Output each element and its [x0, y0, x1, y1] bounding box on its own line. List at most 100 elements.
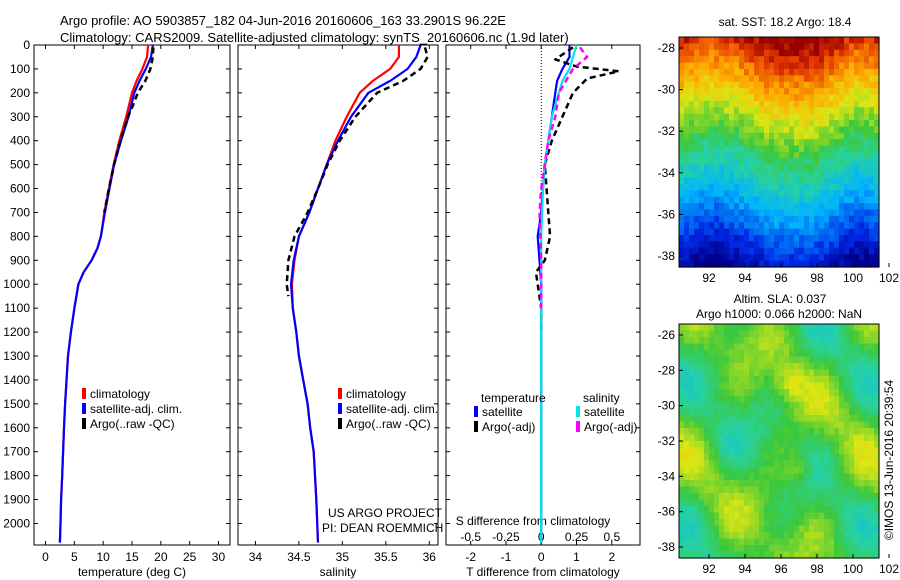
sla-map-title: Altim. SLA: 0.037	[734, 292, 827, 306]
sst-lon-label: 96	[774, 271, 788, 285]
y-tick-label: 600	[10, 182, 30, 196]
sla-lon-label: 96	[774, 562, 788, 576]
y-tick-label: 800	[10, 229, 30, 243]
sst-lat-label: -28	[658, 41, 676, 55]
sst-map-frame	[678, 36, 880, 268]
legend-swatch	[82, 388, 86, 399]
legend-swatch	[474, 406, 478, 417]
y-tick-label: 300	[10, 110, 30, 124]
legend-label: climatology	[346, 387, 406, 401]
series-line-satellite-adj-clim-	[289, 44, 422, 543]
sla-lat-label: -32	[658, 434, 676, 448]
legend-swatch	[576, 406, 580, 417]
legend-swatch	[338, 388, 342, 399]
x-tick-label: 35.5	[374, 550, 398, 564]
series-line-salinity-argo-adj-	[538, 46, 589, 309]
series-line-climatology	[58, 44, 150, 543]
y-tick-label: 900	[10, 253, 30, 267]
plot-frame-difference	[445, 44, 641, 546]
sst-lon-label: 94	[738, 271, 752, 285]
series-line-argo-raw-qc-	[103, 47, 155, 213]
x-tick-label: 30	[212, 550, 226, 564]
sla-lon-label: 102	[879, 562, 899, 576]
legend-swatch	[338, 403, 342, 414]
sla-lon-label: 92	[702, 562, 716, 576]
series-line-temperature-argo-adj-	[534, 46, 621, 333]
sst-lon-label: 98	[810, 271, 824, 285]
legend-label: Argo(-adj)	[584, 420, 637, 434]
y-tick-label: 1800	[3, 469, 30, 483]
project-label: US ARGO PROJECT	[328, 506, 443, 520]
x-tick-label: 5	[71, 550, 78, 564]
pi-label: PI: DEAN ROEMMICH	[322, 521, 443, 535]
x-tick-label: 36	[423, 550, 437, 564]
legend-label: Argo(..raw -QC)	[346, 417, 431, 431]
x-tick-label: 25	[183, 550, 197, 564]
x-axis-label: salinity	[320, 565, 357, 579]
x-tick-label: 34.5	[287, 550, 311, 564]
legend-label: satellite	[482, 405, 523, 419]
sla-lat-label: -36	[658, 505, 676, 519]
x-tick-label: 2	[608, 550, 615, 564]
x2-tick-label: -0.25	[492, 530, 520, 544]
y-tick-label: 1300	[3, 349, 30, 363]
sla-lat-label: -28	[658, 363, 676, 377]
sst-lat-label: -36	[658, 207, 676, 221]
legend-label: Argo(-adj)	[482, 420, 535, 434]
x-tick-label: 1	[573, 550, 580, 564]
sla-map-subtitle: Argo h1000: 0.066 h2000: NaN	[696, 307, 862, 321]
sla-lon-label: 98	[810, 562, 824, 576]
x-tick-label: -1	[501, 550, 512, 564]
legend-header: salinity	[583, 391, 620, 405]
x-tick-label: 15	[125, 550, 139, 564]
sla-lat-label: -26	[658, 328, 676, 342]
x-axis-label: temperature (deg C)	[78, 565, 186, 579]
sla-lat-label: -38	[658, 540, 676, 554]
y-tick-label: 1100	[4, 301, 30, 315]
legend-label: satellite	[584, 405, 625, 419]
sst-lat-label: -34	[658, 166, 676, 180]
x-tick-label: 0	[42, 550, 49, 564]
sla-map	[679, 324, 880, 559]
y-tick-label: 1200	[3, 325, 30, 339]
legend-swatch	[474, 421, 478, 432]
legend-swatch	[82, 403, 86, 414]
sla-lon-label: 94	[738, 562, 752, 576]
sst-map-title: sat. SST: 18.2 Argo: 18.4	[719, 15, 852, 29]
y-tick-label: 1700	[3, 445, 30, 459]
series-line-argo-raw-qc-	[285, 47, 429, 297]
y-tick-label: 1400	[3, 373, 30, 387]
sst-map	[679, 37, 880, 268]
sst-lat-label: -30	[658, 83, 676, 97]
x2-tick-label: 0.5	[603, 530, 620, 544]
x2-tick-label: 0.25	[565, 530, 589, 544]
plot-frame-salinity	[237, 44, 439, 546]
y-tick-label: 400	[10, 134, 30, 148]
series-line-satellite-adj-clim-	[58, 44, 154, 543]
x-tick-label: -2	[465, 550, 476, 564]
x-axis-label: T difference from climatology	[466, 565, 620, 579]
legend-label: Argo(..raw -QC)	[90, 417, 175, 431]
legend-swatch	[82, 418, 86, 429]
legend-header: temperature	[481, 391, 546, 405]
y-tick-label: 0	[23, 38, 30, 52]
legend-label: satellite-adj. clim.	[90, 402, 182, 416]
legend-swatch	[576, 421, 580, 432]
y-tick-label: 1600	[3, 421, 30, 435]
y-tick-label: 500	[10, 158, 30, 172]
sst-lon-label: 102	[879, 271, 899, 285]
sla-lon-label: 100	[843, 562, 863, 576]
y-tick-label: 100	[10, 62, 30, 76]
sst-lon-label: 92	[702, 271, 716, 285]
y-tick-label: 2000	[3, 516, 30, 530]
series-line-salinity-satellite	[540, 44, 578, 543]
sst-lon-label: 100	[843, 271, 863, 285]
y-tick-label: 1500	[3, 397, 30, 411]
sst-lat-label: -38	[658, 249, 676, 263]
x2-tick-label: -0.5	[460, 530, 481, 544]
series-line-climatology	[290, 45, 400, 543]
header-subtitle: Climatology: CARS2009. Satellite-adjuste…	[60, 30, 569, 45]
x-tick-label: 10	[96, 550, 110, 564]
legend-label: climatology	[90, 387, 150, 401]
